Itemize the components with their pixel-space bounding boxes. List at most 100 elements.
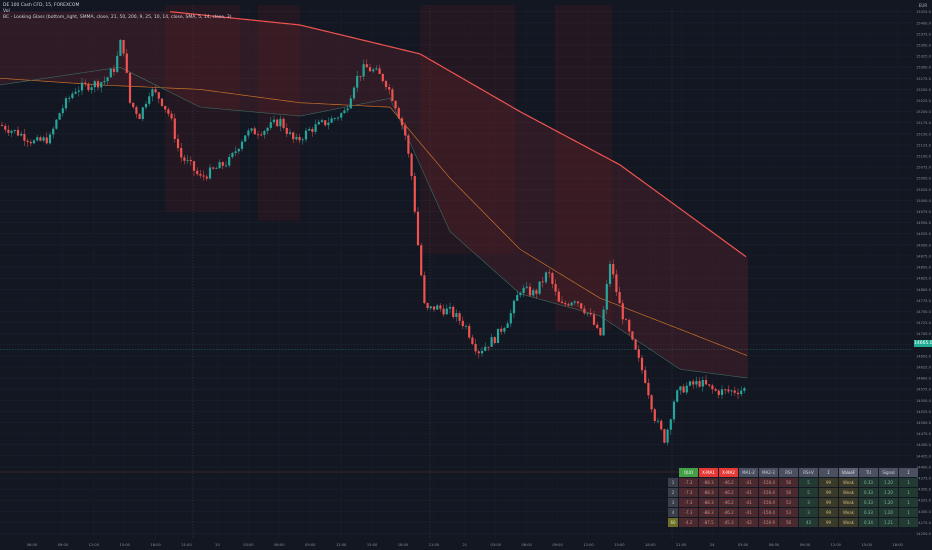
candle-body [58, 113, 61, 120]
table-cell: -4.2 [679, 518, 698, 527]
candle-body [714, 389, 717, 391]
candle-body [10, 130, 13, 133]
candle-body [295, 136, 298, 140]
table-cell: Weak [839, 498, 858, 507]
table-cell: 0.33 [859, 488, 878, 497]
candle-body [618, 292, 621, 304]
table-cell: 1 [899, 508, 918, 517]
candle-body [570, 302, 573, 306]
table-cell: 1 [899, 478, 918, 487]
candle-body [330, 118, 333, 123]
candle-body [314, 124, 317, 132]
candle-body [340, 113, 343, 118]
candle-body [720, 389, 724, 395]
candle-body [240, 141, 244, 149]
candle-body [612, 264, 615, 275]
candle-body [560, 301, 564, 304]
candle-body [247, 130, 250, 136]
candle-body [4, 125, 7, 130]
candle-body [109, 68, 112, 78]
table-cell: 3 [799, 498, 818, 507]
candle-body [410, 153, 413, 177]
table-cell: Weak [839, 518, 858, 527]
table-cell: 0.34 [859, 518, 878, 527]
y-tick-label: 15425.0 [916, 10, 932, 14]
table-cell: -7.3 [679, 488, 698, 497]
row-label: 60 [668, 518, 678, 527]
candle-body [7, 129, 10, 133]
candle-body [154, 89, 157, 93]
x-tick-label: 09:00 [58, 543, 69, 547]
candle-body [343, 110, 346, 114]
candle-body [333, 118, 336, 119]
candle-body [586, 312, 589, 314]
table-row: 1 -7.3 -88.3 -46.2 -41 -156.4 56 5 99 Weak 0.33 1.2… [668, 478, 918, 487]
candle-body [660, 420, 663, 430]
indicator-label: BC - Looking Glass (bottom_right, SMMA, … [3, 15, 232, 20]
candle-body [285, 128, 288, 134]
candle-body [132, 102, 135, 108]
y-tick-label: 15400.0 [916, 21, 932, 25]
candle-body [490, 337, 493, 347]
candle-body [103, 81, 106, 83]
table-cell: Weak [839, 488, 858, 497]
candle-body [596, 324, 599, 328]
candle-body [362, 64, 365, 77]
table-header-cell: ValueF [839, 468, 858, 477]
x-tick-label: 06:00 [521, 543, 532, 547]
table-cell: 53 [779, 498, 798, 507]
y-tick-label: 14425.0 [916, 454, 932, 458]
table-cell: -45.3 [719, 518, 738, 527]
x-tick-label: 18:00 [892, 543, 903, 547]
y-tick-label: 15350.0 [916, 43, 932, 47]
x-tick-label: 03:00 [243, 543, 254, 547]
candle-body [324, 120, 327, 126]
candle-body [26, 140, 29, 143]
candle-body [218, 162, 221, 169]
table-cell: -46.2 [719, 478, 738, 487]
candle-body [548, 272, 551, 274]
candle-body [493, 337, 496, 343]
x-tick-label: 09:00 [800, 543, 811, 547]
y-tick-label: 14975.0 [916, 210, 932, 214]
candle-body [231, 152, 234, 157]
candle-body [666, 429, 669, 443]
table-cell: 43 [799, 518, 818, 527]
candle-body [80, 82, 84, 91]
y-tick-label: 14875.0 [916, 254, 932, 258]
y-tick-label: 14500.0 [916, 421, 932, 425]
candle-body [621, 303, 624, 320]
candle-body [164, 105, 167, 110]
candle-body [669, 419, 672, 430]
y-tick-label: 15100.0 [916, 155, 932, 159]
candle-body [708, 384, 711, 386]
y-tick-label: 14300.0 [916, 510, 932, 514]
table-cell: 56 [779, 518, 798, 527]
candle-body [528, 286, 532, 296]
signal-zone [165, 5, 240, 212]
y-tick-label: 14275.0 [916, 521, 932, 525]
candle-body [250, 128, 253, 131]
table-cell: 1.20 [879, 508, 898, 517]
candle-body [679, 386, 682, 391]
table-header-cell: RSI [779, 468, 798, 477]
candle-body [532, 290, 535, 296]
candle-body [576, 301, 580, 304]
candle-body [141, 107, 144, 120]
table-cell: 1.20 [879, 488, 898, 497]
candle-body [276, 119, 279, 127]
candle-body [365, 64, 368, 68]
candle-body [212, 167, 215, 169]
candle-body [336, 117, 340, 119]
x-tick-label: 06:00 [27, 543, 38, 547]
candle-body [599, 327, 602, 336]
current-price-tag: 14665.0 [914, 340, 932, 347]
candle-body [554, 283, 557, 292]
table-header-cell: QUO [679, 468, 698, 477]
candle-body [701, 379, 704, 387]
candle-body [461, 320, 464, 327]
table-header-cell: X-MA2 [719, 468, 738, 477]
x-tick-label: 12:00 [336, 543, 347, 547]
candle-body [170, 113, 173, 119]
